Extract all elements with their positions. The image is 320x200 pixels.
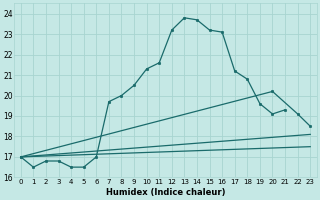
X-axis label: Humidex (Indice chaleur): Humidex (Indice chaleur) [106, 188, 225, 197]
